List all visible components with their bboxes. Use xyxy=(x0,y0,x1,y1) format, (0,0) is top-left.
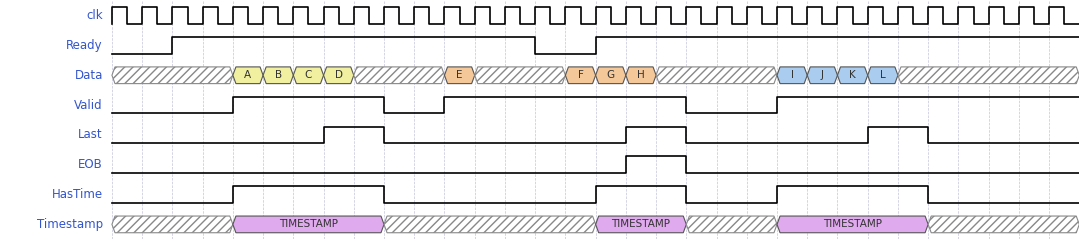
Polygon shape xyxy=(233,216,384,233)
Text: TIMESTAMP: TIMESTAMP xyxy=(611,219,671,229)
Polygon shape xyxy=(928,216,1079,233)
Text: EOB: EOB xyxy=(78,158,103,171)
Polygon shape xyxy=(233,67,264,84)
Polygon shape xyxy=(596,216,686,233)
Polygon shape xyxy=(294,67,324,84)
Text: HasTime: HasTime xyxy=(52,188,103,201)
Text: Last: Last xyxy=(78,128,103,141)
Text: Data: Data xyxy=(75,69,103,82)
Polygon shape xyxy=(112,216,233,233)
Text: E: E xyxy=(457,70,463,80)
Text: J: J xyxy=(821,70,824,80)
Text: clk: clk xyxy=(86,9,103,22)
Text: F: F xyxy=(578,70,583,80)
Polygon shape xyxy=(596,67,625,84)
Polygon shape xyxy=(324,67,354,84)
Text: TIMESTAMP: TIMESTAMP xyxy=(823,219,882,229)
Polygon shape xyxy=(354,67,445,84)
Polygon shape xyxy=(566,67,596,84)
Text: D: D xyxy=(335,70,342,80)
Text: Valid: Valid xyxy=(75,99,103,112)
Polygon shape xyxy=(625,67,656,84)
Text: B: B xyxy=(274,70,282,80)
Polygon shape xyxy=(264,67,294,84)
Polygon shape xyxy=(897,67,1079,84)
Text: L: L xyxy=(880,70,886,80)
Text: A: A xyxy=(244,70,252,80)
Text: K: K xyxy=(849,70,856,80)
Polygon shape xyxy=(475,67,566,84)
Polygon shape xyxy=(686,216,777,233)
Polygon shape xyxy=(807,67,837,84)
Text: G: G xyxy=(607,70,615,80)
Polygon shape xyxy=(837,67,867,84)
Text: Timestamp: Timestamp xyxy=(37,218,103,231)
Polygon shape xyxy=(656,67,777,84)
Polygon shape xyxy=(384,216,596,233)
Polygon shape xyxy=(867,67,897,84)
Text: H: H xyxy=(637,70,645,80)
Polygon shape xyxy=(112,67,233,84)
Polygon shape xyxy=(777,216,928,233)
Text: I: I xyxy=(791,70,794,80)
Text: C: C xyxy=(305,70,312,80)
Polygon shape xyxy=(777,67,807,84)
Text: TIMESTAMP: TIMESTAMP xyxy=(279,219,338,229)
Text: Ready: Ready xyxy=(66,39,103,52)
Polygon shape xyxy=(445,67,475,84)
